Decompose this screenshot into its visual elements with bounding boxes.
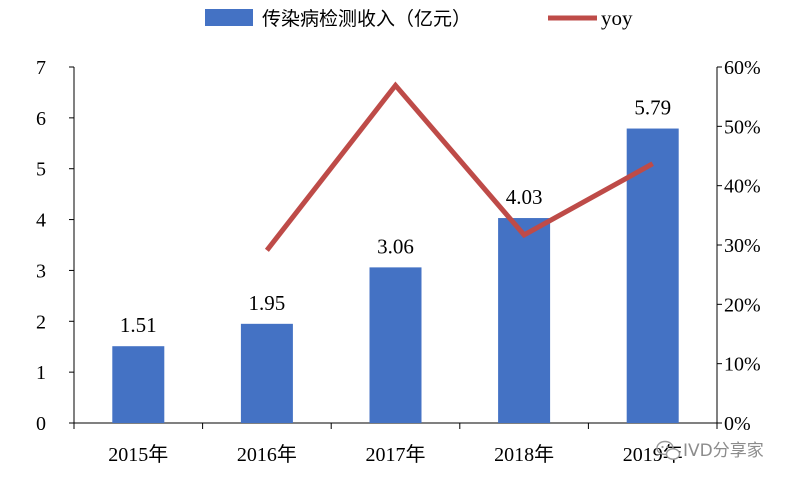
- x-tick-label: 2018年: [494, 443, 554, 466]
- bar: [369, 267, 422, 423]
- y-right-tick-label: 40%: [724, 176, 761, 198]
- legend-label-line: yoy: [601, 6, 633, 30]
- bar-data-labels: 1.51 1.95 3.06 4.03 5.79: [120, 96, 671, 338]
- y-right-tick-label: 20%: [724, 294, 761, 316]
- y-left-tick-label: 3: [36, 260, 46, 282]
- y-right-tick-label: 0%: [724, 413, 751, 435]
- y-left-tick-label: 6: [36, 108, 46, 130]
- bar: [626, 128, 679, 423]
- yoy-line: [264, 81, 654, 252]
- bar: [498, 218, 551, 423]
- watermark: IVD分享家: [656, 440, 764, 461]
- bar-data-label: 1.95: [249, 291, 286, 315]
- x-tick-label: 2015年: [108, 443, 168, 466]
- y-left-tick-label: 4: [36, 210, 46, 232]
- y-right-tick-label: 30%: [724, 235, 761, 257]
- yoy-series: [264, 81, 654, 252]
- legend-swatch-bar: [205, 9, 253, 26]
- axes: 0 1 2 3 4 5 6 7 0% 10% 20% 30% 40% 50% 60% 2015年 2016年 20…: [36, 57, 761, 466]
- x-tick-label: 2016年: [237, 443, 297, 466]
- bar: [112, 346, 165, 423]
- bar-data-label: 4.03: [506, 185, 543, 209]
- y-left-tick-label: 5: [36, 159, 46, 181]
- y-left-tick-label: 7: [36, 57, 46, 79]
- bar-data-label: 5.79: [634, 96, 671, 120]
- y-right-tick-label: 60%: [724, 57, 761, 79]
- wechat-icon: [656, 440, 681, 460]
- x-tick-label: 2017年: [366, 443, 426, 466]
- watermark-text: IVD分享家: [683, 441, 764, 461]
- x-tick-label: 2019年: [623, 443, 683, 466]
- y-right-tick-label: 10%: [724, 354, 761, 376]
- bar-series: [112, 128, 679, 423]
- bar-data-label: 1.51: [120, 313, 157, 337]
- bar: [240, 323, 293, 423]
- y-left-tick-label: 2: [36, 311, 46, 333]
- legend: 传染病检测收入（亿元） yoy: [205, 6, 633, 30]
- y-left-tick-label: 1: [36, 362, 46, 384]
- legend-label-bar: 传染病检测收入（亿元）: [262, 8, 471, 30]
- y-right-tick-label: 50%: [724, 116, 761, 138]
- y-left-tick-label: 0: [36, 413, 46, 435]
- bar-data-label: 3.06: [377, 234, 414, 258]
